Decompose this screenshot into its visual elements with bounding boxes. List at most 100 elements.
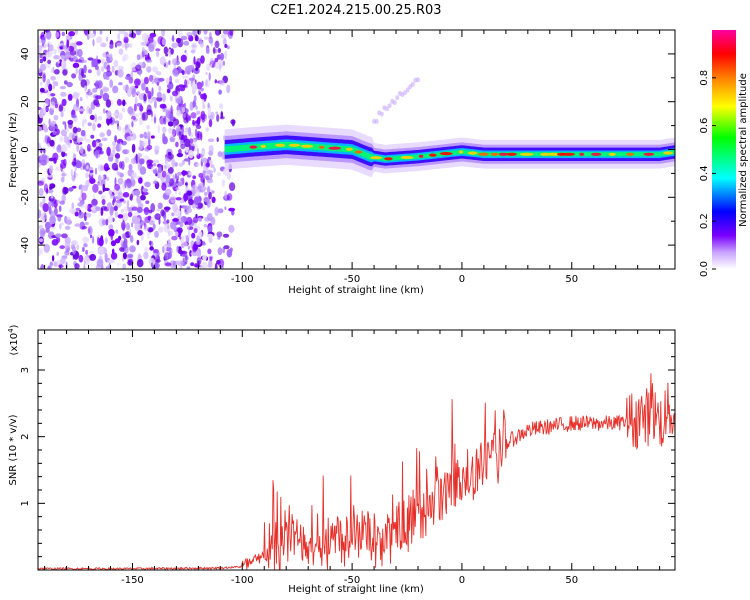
noise-dot — [148, 44, 155, 52]
noise-dot — [180, 54, 187, 63]
noise-dot — [178, 131, 182, 136]
noise-dot — [81, 226, 87, 230]
noise-dot — [106, 53, 112, 58]
noise-dot — [100, 195, 106, 200]
noise-dot — [43, 148, 46, 154]
noise-dot — [188, 126, 192, 137]
noise-dot — [113, 59, 119, 68]
noise-dot — [184, 49, 187, 54]
noise-dot — [222, 60, 226, 66]
ridge-peak — [300, 144, 314, 148]
noise-dot — [205, 175, 210, 181]
noise-dot — [82, 118, 85, 128]
noise-dot — [134, 78, 141, 86]
noise-dot — [200, 87, 205, 92]
noise-dot — [131, 143, 136, 153]
y-tick-label: 20 — [20, 95, 31, 108]
top-x-ticks: -150 -100 -50 0 50 — [44, 30, 661, 285]
noise-dot — [179, 236, 182, 240]
noise-dot — [84, 204, 89, 210]
noise-dot — [186, 190, 193, 196]
noise-dot — [220, 34, 227, 39]
noise-dot — [108, 224, 114, 231]
noise-dot — [162, 132, 166, 142]
noise-dot — [145, 200, 150, 204]
noise-dot — [49, 139, 55, 147]
noise-dot — [117, 191, 123, 199]
noise-dot — [161, 170, 167, 178]
noise-dot — [147, 227, 154, 233]
noise-dot — [193, 56, 196, 65]
noise-dot — [141, 82, 146, 91]
noise-dot — [78, 197, 82, 202]
streak-dot — [374, 118, 379, 124]
noise-dot — [206, 63, 211, 72]
noise-dot — [210, 64, 213, 67]
noise-dot — [186, 208, 193, 214]
noise-dot — [170, 194, 176, 204]
noise-dot — [156, 91, 162, 98]
noise-dot — [181, 253, 187, 258]
noise-dot — [108, 229, 115, 237]
noise-dot — [205, 72, 208, 75]
noise-dot — [134, 96, 138, 105]
noise-dot — [117, 177, 124, 185]
noise-dot — [198, 183, 205, 188]
noise-dot — [64, 225, 71, 230]
noise-dot — [70, 169, 73, 177]
top-y-ticks: -40 -20 0 20 40 — [20, 29, 675, 270]
noise-dot — [223, 37, 227, 46]
noise-dot — [142, 32, 149, 43]
noise-dot — [60, 91, 67, 97]
noise-dot — [146, 130, 151, 138]
ridge-peak — [458, 150, 464, 154]
y-tick-label: 1 — [20, 500, 31, 506]
noise-dot — [188, 138, 194, 144]
noise-dot — [68, 187, 74, 192]
noise-dot — [69, 50, 77, 56]
noise-dot — [169, 95, 173, 102]
noise-dot — [176, 171, 183, 176]
noise-dot — [109, 44, 114, 49]
y-tick-label: -20 — [20, 189, 31, 205]
noise-dot — [60, 257, 66, 265]
noise-dot — [130, 32, 137, 39]
noise-dot — [187, 34, 191, 38]
ridge-peak — [478, 152, 489, 156]
noise-dot — [105, 99, 112, 108]
noise-dot — [127, 106, 134, 115]
noise-dot — [209, 173, 213, 178]
noise-dot — [96, 69, 101, 76]
noise-dot — [66, 39, 70, 48]
noise-dot — [137, 229, 143, 236]
noise-dot — [39, 112, 44, 119]
ridge-peak — [384, 157, 393, 161]
noise-dot — [141, 47, 145, 52]
noise-dot — [192, 99, 195, 109]
noise-dot — [178, 191, 182, 196]
noise-dot — [139, 133, 144, 139]
noise-dot — [175, 97, 182, 104]
noise-dot — [203, 36, 210, 40]
noise-dot — [143, 93, 147, 102]
noise-dot — [189, 101, 194, 111]
noise-dot — [218, 89, 222, 95]
bottom-x-ticks: -150 -100 -50 0 50 — [44, 330, 661, 586]
colorbar-label: Normalized spectral amplitude — [738, 73, 749, 227]
noise-dot — [205, 79, 208, 87]
noise-dot — [155, 48, 161, 52]
noise-dot — [150, 116, 153, 122]
noise-dot — [88, 69, 92, 74]
noise-dot — [142, 188, 149, 193]
noise-dot — [113, 205, 118, 212]
noise-dot — [171, 42, 178, 49]
noise-dot — [127, 253, 134, 258]
noise-dot — [161, 37, 167, 46]
noise-dot — [142, 111, 149, 121]
noise-dot — [152, 66, 159, 73]
noise-dot — [58, 104, 64, 113]
noise-dot — [144, 54, 149, 61]
noise-dot — [224, 190, 228, 200]
noise-dot — [100, 58, 106, 64]
noise-dot — [116, 42, 122, 47]
